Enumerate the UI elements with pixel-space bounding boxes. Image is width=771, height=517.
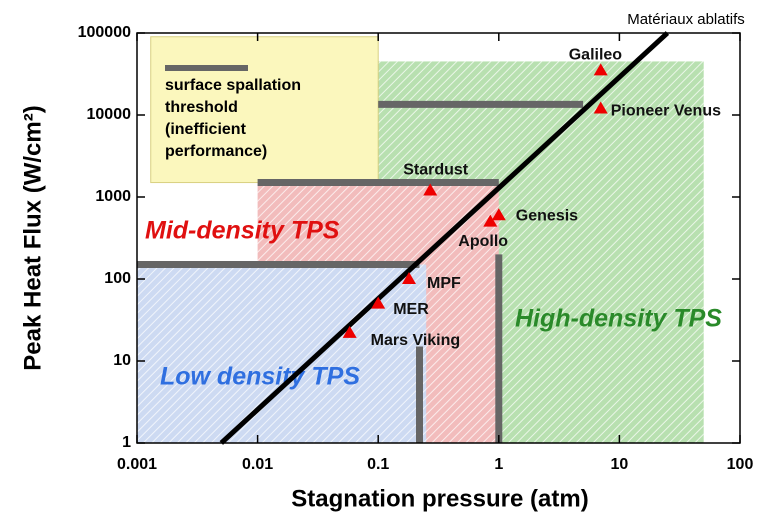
x-tick-label: 1	[494, 456, 503, 473]
y-tick-label: 1000	[95, 188, 131, 205]
point-label: Stardust	[403, 162, 469, 179]
line-label: Matériaux ablatifs	[627, 11, 745, 28]
point-label: MER	[393, 301, 429, 318]
point	[423, 183, 438, 196]
y-tick-label: 10	[113, 352, 131, 369]
region-label: High-density TPS	[515, 305, 722, 333]
x-tick-label: 10	[611, 456, 629, 473]
legend-text: threshold	[165, 99, 238, 116]
point-label: Apollo	[458, 233, 508, 250]
legend-text: surface spallation	[165, 77, 301, 94]
legend-text: performance)	[165, 143, 267, 160]
point	[371, 296, 386, 309]
y-axis-label: Peak Heat Flux (W/cm²)	[19, 105, 46, 370]
x-axis-label: Stagnation pressure (atm)	[291, 485, 588, 512]
legend-text: (inefficient	[165, 121, 247, 138]
point	[342, 325, 357, 338]
point-label: Genesis	[516, 207, 578, 224]
region-label: Low density TPS	[160, 363, 360, 391]
point-label: MPF	[427, 275, 461, 292]
point	[401, 272, 416, 284]
plot-frame	[136, 32, 741, 444]
point-label: Galileo	[569, 47, 623, 64]
point-label: Mars Viking	[371, 332, 461, 349]
y-tick-label: 10000	[87, 106, 132, 123]
point	[593, 101, 608, 114]
ablative-line	[219, 31, 670, 445]
x-tick-label: 0.01	[242, 456, 273, 473]
x-tick-label: 100	[727, 456, 754, 473]
legend-box	[150, 36, 379, 184]
region-hatch	[137, 264, 427, 443]
point	[483, 214, 498, 227]
y-tick-label: 1	[122, 434, 131, 451]
point-label: Pioneer Venus	[611, 103, 721, 120]
x-tick-label: 0.001	[117, 456, 157, 473]
y-tick-label: 100000	[78, 24, 131, 41]
point	[593, 63, 608, 76]
point	[491, 208, 506, 221]
x-tick-label: 0.1	[367, 456, 389, 473]
region-label: Mid-density TPS	[145, 217, 340, 245]
y-tick-label: 100	[104, 270, 131, 287]
